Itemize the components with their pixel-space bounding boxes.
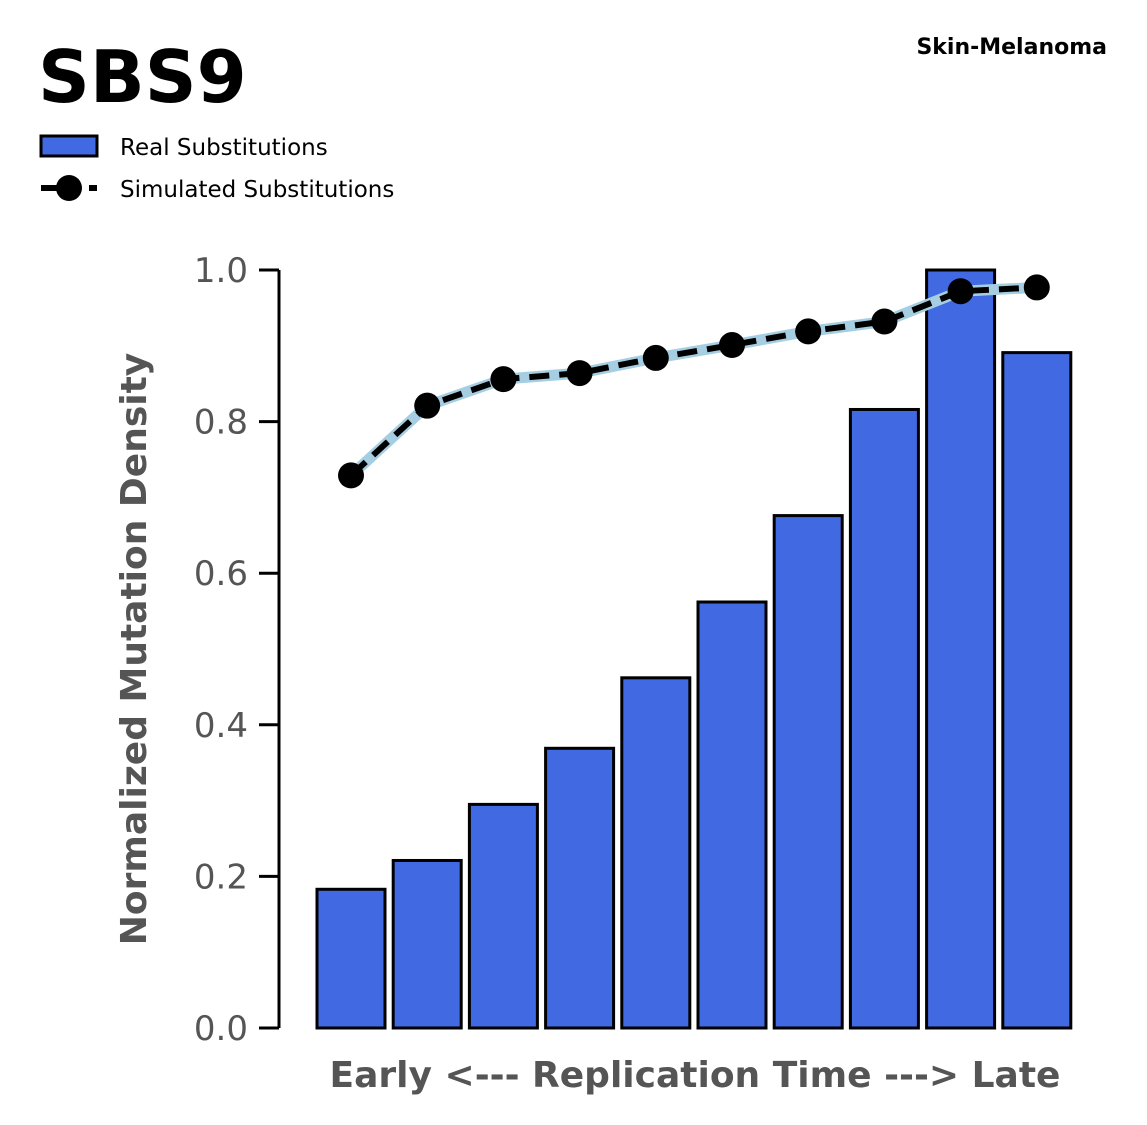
y-axis: 0.0 0.2 0.4 0.6 0.8 1.0 xyxy=(194,251,281,1049)
y-axis-label: Normalized Mutation Density xyxy=(114,353,155,946)
legend-label-simulated: Simulated Substitutions xyxy=(120,177,394,203)
simulated-point xyxy=(719,332,745,359)
legend: Real Substitutions Simulated Substitutio… xyxy=(39,134,394,203)
chart-title: SBS9 xyxy=(38,35,247,119)
y-tick-label: 0.2 xyxy=(194,857,248,897)
bar xyxy=(696,600,768,1030)
legend-swatch-real xyxy=(39,134,99,158)
y-tick-label: 1.0 xyxy=(194,251,248,291)
simulated-series-line xyxy=(348,284,1037,478)
simulated-line xyxy=(338,274,1050,489)
bar xyxy=(544,746,616,1030)
simulated-point xyxy=(642,344,669,371)
bar xyxy=(467,802,539,1030)
bars xyxy=(315,268,1073,1030)
y-tick-label: 0.8 xyxy=(194,403,248,443)
simulated-point xyxy=(414,392,441,419)
y-tick-label: 0.6 xyxy=(194,554,248,594)
simulated-point xyxy=(1023,274,1050,301)
bar xyxy=(620,676,692,1030)
simulated-point xyxy=(566,360,593,387)
bar xyxy=(925,268,997,1030)
simulated-point xyxy=(947,278,974,305)
chart-subtitle: Skin-Melanoma xyxy=(916,35,1107,60)
bar xyxy=(315,887,387,1030)
bar xyxy=(848,407,920,1030)
y-tick-label: 0.4 xyxy=(194,706,248,746)
legend-marker-simulated xyxy=(56,175,82,201)
y-tick-label: 0.0 xyxy=(194,1009,248,1049)
bar xyxy=(772,514,844,1030)
bar xyxy=(1001,351,1073,1030)
simulated-point xyxy=(490,366,517,393)
bar xyxy=(391,858,463,1030)
x-axis-label: Early <--- Replication Time ---> Late xyxy=(330,1055,1061,1096)
legend-label-real: Real Substitutions xyxy=(120,135,328,161)
simulated-point xyxy=(871,308,898,335)
simulated-point xyxy=(795,318,822,345)
simulated-point xyxy=(338,462,364,489)
